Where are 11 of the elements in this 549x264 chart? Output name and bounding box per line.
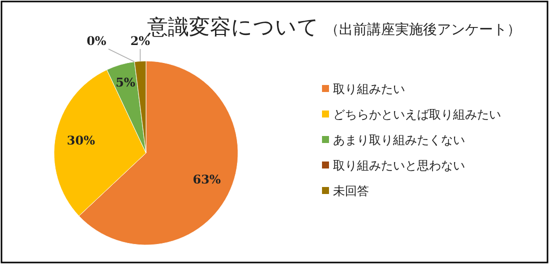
data-label: 5% <box>116 75 136 90</box>
text: 0% <box>86 34 106 48</box>
chart-subtitle: （出前講座実施後アンケート） <box>325 22 521 38</box>
legend-label: あまり取り組みたくない <box>333 133 465 147</box>
legend-label: どちらかといえば取り組みたい <box>333 108 501 122</box>
legend-label: 未回答 <box>333 184 369 198</box>
data-label: 63% <box>192 172 222 186</box>
legend-label: 取り組みたいと思わない <box>333 158 465 172</box>
data-label: 30% <box>66 134 96 148</box>
chart-title: 意識変容について <box>146 15 319 39</box>
legend-label: 取り組みたい <box>333 82 405 96</box>
